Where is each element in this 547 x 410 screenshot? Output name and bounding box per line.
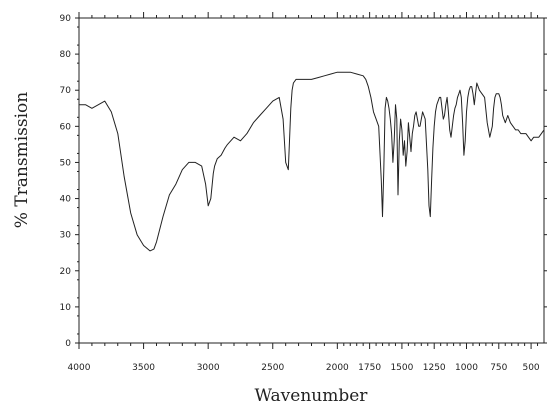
x-tick-label: 500: [522, 363, 539, 373]
x-tick-label: 3000: [197, 363, 220, 373]
x-tick-label: 2500: [261, 363, 284, 373]
y-axis-title: % Transmission: [12, 92, 32, 229]
series-group: [79, 71, 545, 252]
plot-frame: [78, 17, 545, 344]
y-tick-label: 90: [60, 14, 72, 24]
y-tick-label: 30: [60, 231, 72, 241]
y-tick-label: 40: [60, 195, 72, 205]
x-tick-label: 750: [490, 363, 507, 373]
x-tick-label: 2000: [326, 363, 349, 373]
y-tick-label: 50: [60, 158, 72, 168]
x-tick-label: 4000: [68, 363, 91, 373]
y-tick-label: 10: [60, 303, 72, 313]
x-tick-label: 1250: [423, 363, 446, 373]
x-axis: 4000 3500 3000 2500 2000 1750 1500 1250 1000 750 5…: [68, 12, 540, 373]
x-tick-label: 1750: [358, 363, 381, 373]
x-tick-label: 1500: [390, 363, 413, 373]
x-tick-label: 1000: [455, 363, 478, 373]
x-tick-label: 3500: [132, 363, 155, 373]
transmission-series-line: [79, 71, 545, 252]
x-axis-title: Wavenumber: [255, 386, 369, 406]
y-tick-label: 80: [60, 50, 72, 60]
y-tick-label: 0: [65, 339, 71, 349]
y-tick-label: 20: [60, 267, 72, 277]
y-tick-label: 60: [60, 122, 72, 132]
y-tick-label: 70: [60, 86, 72, 96]
y-axis: 0 10 20 30 40 50 60 70 80 90: [60, 14, 547, 349]
